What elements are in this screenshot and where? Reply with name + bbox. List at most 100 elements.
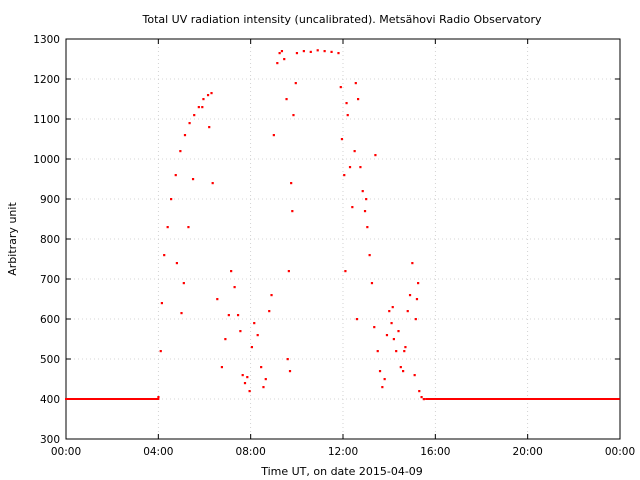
baseline-point [432, 398, 435, 400]
x-tick-label: 20:00 [513, 446, 543, 458]
baseline-point [123, 398, 126, 400]
data-point [316, 49, 319, 52]
data-point [233, 286, 236, 289]
baseline-point [86, 398, 89, 400]
data-point [345, 102, 348, 105]
baseline-point [525, 398, 528, 400]
x-tick-label: 00:00 [51, 446, 81, 458]
data-point [348, 166, 352, 169]
baseline-point [605, 398, 608, 400]
baseline-point [68, 398, 71, 400]
data-point [193, 114, 196, 117]
baseline-point [146, 398, 149, 400]
baseline-point [489, 398, 492, 400]
baseline-point [149, 398, 152, 400]
baseline-point [608, 398, 611, 400]
data-point [206, 94, 210, 97]
baseline-point [616, 398, 619, 400]
data-point [351, 206, 354, 209]
data-point [276, 62, 279, 65]
baseline-point [495, 398, 498, 400]
baseline-point [90, 398, 93, 400]
baseline-point [607, 398, 610, 400]
baseline-point [539, 398, 542, 400]
baseline-point [485, 398, 488, 400]
baseline-point [129, 398, 132, 400]
baseline-point [480, 398, 483, 400]
baseline-point [152, 398, 155, 400]
baseline-point [481, 398, 484, 400]
baseline-point [103, 398, 106, 400]
baseline-point [465, 398, 468, 400]
data-point [302, 50, 305, 53]
data-point [210, 92, 213, 95]
baseline-point [534, 398, 537, 400]
baseline-point [492, 398, 495, 400]
baseline-point [538, 398, 541, 400]
data-point [286, 358, 289, 361]
baseline-point [78, 398, 81, 400]
baseline-point [466, 398, 469, 400]
baseline-point [120, 398, 123, 400]
baseline-point [602, 398, 605, 400]
baseline-point [143, 398, 146, 400]
baseline-point [562, 398, 565, 400]
data-point [191, 178, 195, 181]
baseline-point [99, 398, 102, 400]
data-point [278, 52, 281, 55]
data-points [65, 49, 620, 401]
baseline-point [603, 398, 606, 400]
y-tick-label: 800 [40, 234, 60, 246]
plot-frame [65, 38, 621, 440]
baseline-point [106, 398, 109, 400]
data-point [188, 122, 191, 125]
baseline-point [128, 398, 131, 400]
axes: 300 400 500 600 700 800 900 1000 1100 1200 1300 00:… [33, 34, 635, 458]
baseline-point [501, 398, 504, 400]
y-tick-label: 1200 [33, 74, 60, 86]
baseline-point [97, 398, 100, 400]
data-point [187, 226, 190, 229]
y-tick-label: 1000 [33, 154, 60, 166]
baseline-point [98, 398, 101, 400]
data-point [376, 350, 379, 353]
baseline-point [464, 398, 467, 400]
x-axis-title: Time UT, on date 2015-04-09 [260, 465, 423, 478]
baseline-point [597, 398, 600, 400]
baseline-point [85, 398, 88, 400]
baseline-point [145, 398, 148, 400]
baseline-point [141, 398, 144, 400]
baseline-point [91, 398, 94, 400]
baseline-point [511, 398, 514, 400]
baseline-point [522, 398, 525, 400]
baseline-point [122, 398, 125, 400]
data-point [418, 390, 421, 393]
baseline-point [567, 398, 570, 400]
y-tick-label: 900 [40, 194, 60, 206]
data-point [337, 52, 340, 55]
data-point [354, 82, 357, 85]
x-tick-label: 04:00 [143, 446, 173, 458]
baseline-point [84, 398, 87, 400]
data-point [182, 282, 185, 285]
baseline-point [74, 398, 77, 400]
baseline-point [548, 398, 551, 400]
baseline-point [517, 398, 520, 400]
baseline-point [543, 398, 546, 400]
baseline-point [437, 398, 440, 400]
baseline-point [599, 398, 602, 400]
baseline-point [116, 398, 119, 400]
y-axis-title: Arbitrary unit [6, 202, 19, 276]
baseline-point [601, 398, 604, 400]
data-point [415, 298, 419, 301]
y-tick-label: 700 [40, 274, 60, 286]
data-point [243, 382, 247, 385]
data-point [395, 350, 398, 353]
data-point [180, 312, 183, 315]
baseline-point [142, 398, 145, 400]
baseline-point [445, 398, 448, 400]
baseline-point [136, 398, 139, 400]
baseline-point [504, 398, 507, 400]
baseline-point [92, 398, 95, 400]
baseline-point [533, 398, 536, 400]
